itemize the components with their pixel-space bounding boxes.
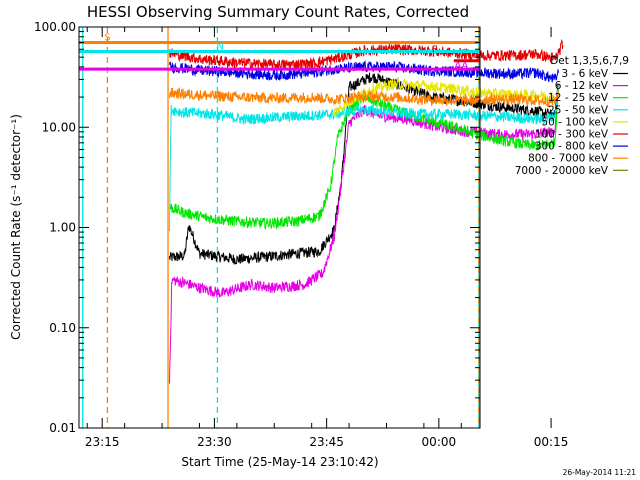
flag-letter-0: S — [104, 33, 110, 44]
legend-label-0: 3 - 6 keV — [561, 68, 608, 80]
series-lines — [169, 38, 564, 384]
legend-label-2: 12 - 25 keV — [548, 92, 609, 104]
series-line-3 — [169, 92, 559, 232]
y-tick-label-1: 0.10 — [49, 321, 76, 335]
legend-label-1: 6 - 12 keV — [555, 80, 609, 92]
flag-letter-1: N — [216, 41, 223, 52]
x-tick-label-1: 23:30 — [197, 435, 232, 449]
x-tick-label-3: 00:00 — [422, 435, 457, 449]
reference-lines — [79, 41, 480, 71]
legend-title: Det 1,3,5,6,7,9 — [550, 55, 629, 67]
flag-letter-3: AA — [454, 60, 468, 71]
series-line-0 — [169, 72, 559, 265]
legend-label-7: 800 - 7000 keV — [528, 153, 609, 165]
legend-label-3: 25 - 50 keV — [548, 104, 609, 116]
x-tick-label-2: 23:45 — [309, 435, 344, 449]
legend-label-5: 100 - 300 keV — [535, 129, 609, 141]
series-line-2 — [169, 87, 559, 231]
legend-label-8: 7000 - 20000 keV — [515, 165, 609, 177]
y-tick-label-3: 10.00 — [42, 120, 76, 134]
flag-letter-2: F — [432, 45, 438, 56]
y-tick-label-2: 1.00 — [49, 221, 76, 235]
x-tick-label-0: 23:15 — [85, 435, 120, 449]
y-tick-label-0: 0.01 — [49, 421, 76, 435]
legend-label-6: 300 - 800 keV — [535, 141, 609, 153]
series-line-7 — [169, 87, 559, 108]
chart-title: HESSI Observing Summary Count Rates, Cor… — [87, 3, 469, 21]
legend-label-4: 50 - 100 keV — [541, 116, 608, 128]
x-axis-label: Start Time (25-May-14 23:10:42) — [181, 455, 378, 469]
series-line-1 — [169, 89, 559, 384]
timestamp-stamp: 26-May-2014 11:21 — [563, 468, 637, 477]
x-tick-label-4: 00:15 — [534, 435, 569, 449]
y-tick-label-4: 100.00 — [34, 20, 76, 34]
series-line-5 — [169, 38, 564, 71]
y-axis-label: Corrected Count Rate (s⁻¹ detector⁻¹) — [9, 114, 23, 340]
flag-letters: S N F AA — [104, 33, 468, 72]
axis-ticks: 23:1523:3023:4500:0000:1500:3000:450.010… — [34, 20, 569, 449]
